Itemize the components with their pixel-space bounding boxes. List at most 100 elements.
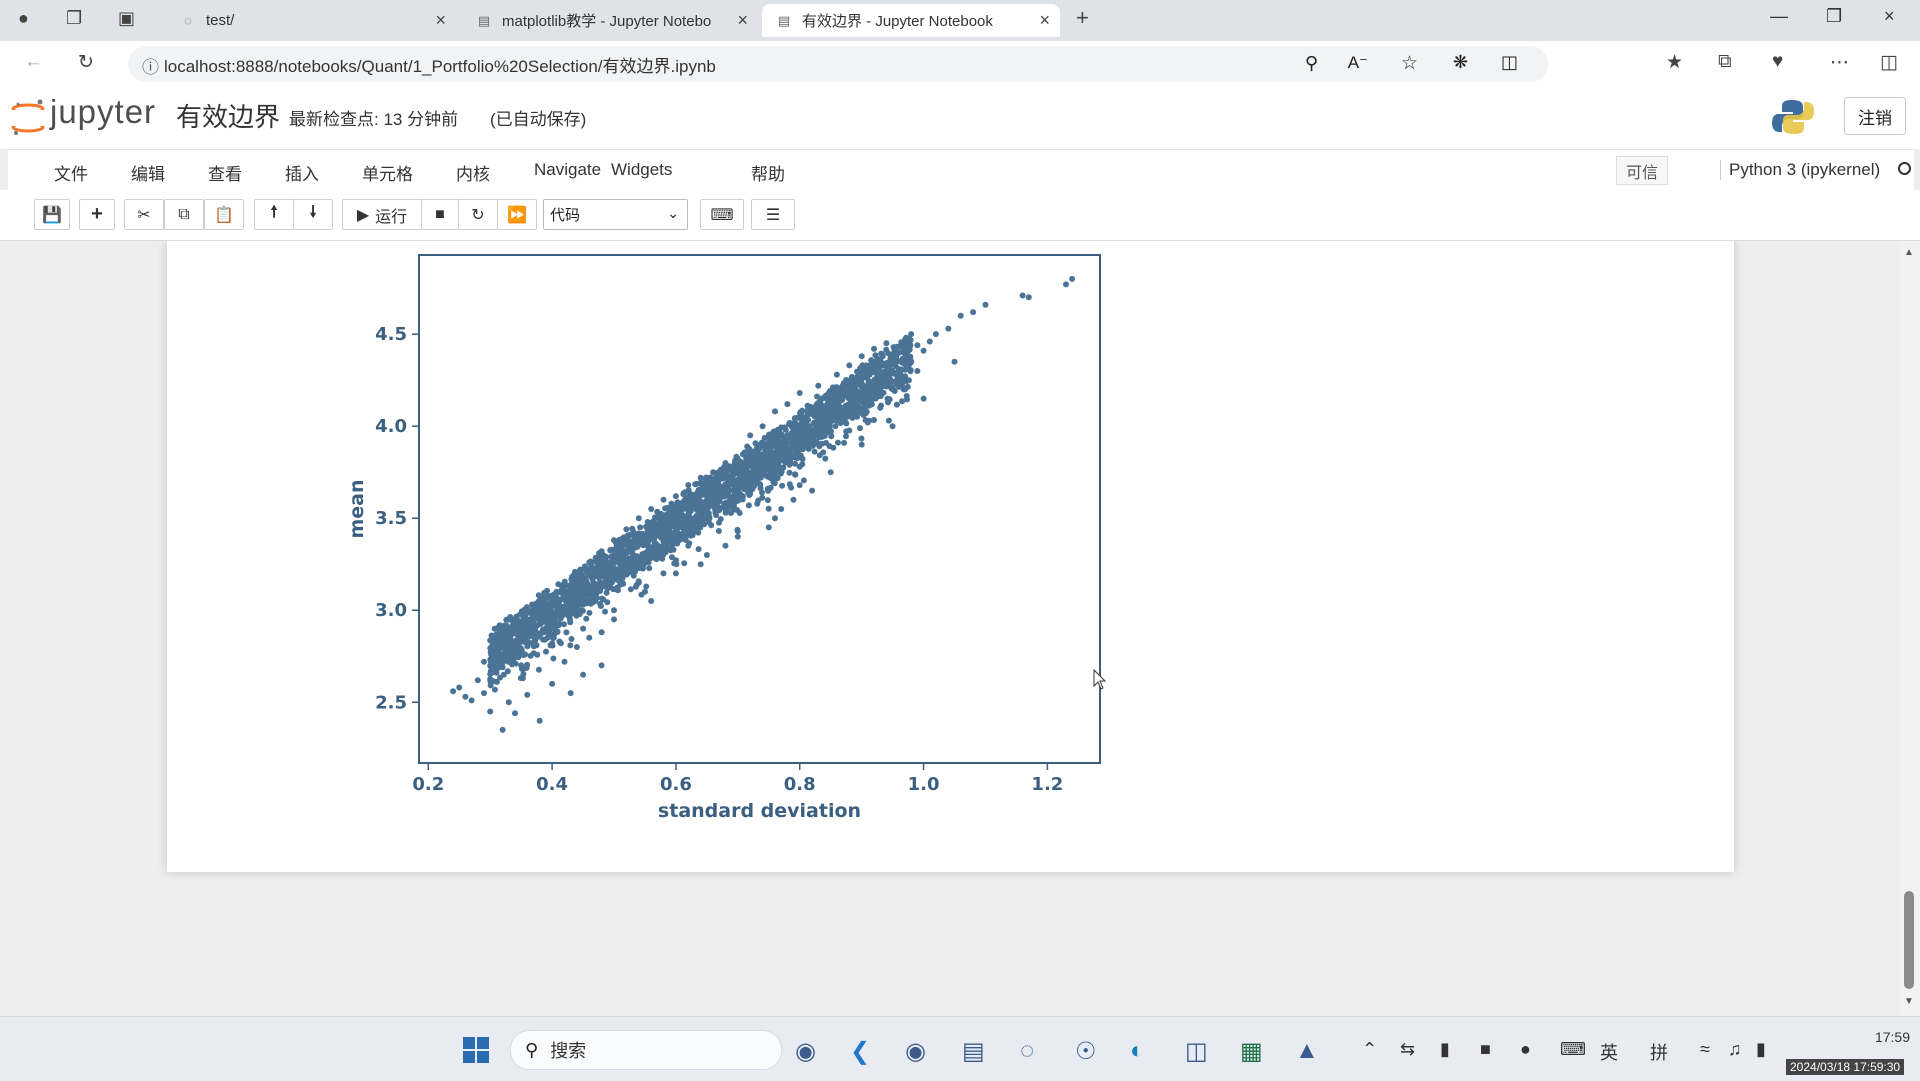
read-aloud-icon[interactable]: A⁻ (1347, 53, 1368, 72)
taskbar-search[interactable]: ⚲ 搜索 (510, 1030, 782, 1070)
sidebar-toggle-icon[interactable]: ◫ (1880, 52, 1898, 73)
tray-settings-icon[interactable]: ⇆ (1400, 1039, 1416, 1059)
save-button[interactable]: 💾 (34, 199, 70, 230)
keyboard-tray-icon[interactable]: ⌨ (1560, 1039, 1586, 1059)
workspaces-icon[interactable]: ❐ (66, 8, 83, 28)
edge-icon[interactable]: ◐ (1130, 1037, 1145, 1064)
new-tab-icon[interactable]: + (1076, 5, 1089, 30)
output-cell[interactable]: 0.2 0.4 0.6 0.8 1.0 1.2 2.5 3.0 3.5 4.0 4.5 stand… (167, 241, 1734, 872)
copy-button[interactable]: ⧉ (164, 199, 204, 230)
notebook-scrollbar[interactable]: ▲ ▼ (1900, 241, 1920, 1016)
minimize-icon[interactable]: — (1770, 6, 1788, 26)
battery-icon[interactable]: ▮ (1756, 1039, 1766, 1059)
chrome-icon[interactable]: ☉ (1075, 1038, 1097, 1065)
notebook-area[interactable]: 0.2 0.4 0.6 0.8 1.0 1.2 2.5 3.0 3.5 4.0 4.5 stand… (0, 241, 1900, 1016)
scatter-point (497, 674, 504, 681)
menu-widgets[interactable]: Widgets (611, 160, 673, 179)
extensions-icon[interactable]: ❋ (1452, 52, 1468, 72)
profile-icon[interactable]: ● (18, 8, 29, 28)
scatter-point (895, 383, 902, 390)
favorites-icon[interactable]: ★ (1666, 52, 1684, 73)
file-explorer-icon[interactable]: ▤ (962, 1038, 985, 1065)
site-info-icon[interactable]: ⓘ (142, 58, 159, 77)
refresh-icon[interactable]: ↻ (78, 52, 94, 73)
insert-cell-button[interactable]: + (79, 199, 115, 230)
split-screen-icon[interactable]: ◫ (1500, 52, 1518, 72)
run-button[interactable]: ▶ 运行 (342, 199, 422, 230)
scatter-point (536, 602, 543, 609)
menu-view[interactable]: 查看 (208, 165, 242, 184)
close-icon[interactable]: × (1039, 10, 1050, 30)
paste-button[interactable]: 📋 (204, 199, 244, 230)
favorite-star-icon[interactable]: ☆ (1400, 53, 1418, 74)
scatter-point (598, 662, 605, 669)
tray-app2-icon[interactable]: ■ (1480, 1039, 1491, 1059)
command-palette-button[interactable]: ⌨ (700, 199, 744, 230)
browser-tab-test[interactable]: ◌ test/ × (166, 4, 456, 37)
scroll-down-icon[interactable]: ▼ (1904, 996, 1914, 1007)
menu-navigate[interactable]: Navigate (534, 160, 602, 179)
toc-button[interactable]: ☰ (751, 199, 795, 230)
clock-time[interactable]: 17:59 (1874, 1029, 1910, 1045)
trusted-indicator[interactable]: 可信 (1616, 156, 1668, 185)
vscode-icon[interactable]: ❮ (850, 1038, 871, 1065)
scatter-point (578, 578, 585, 585)
scatter-point (902, 361, 909, 368)
copilot-icon[interactable]: ♥ (1772, 51, 1784, 72)
ime-language[interactable]: 英 (1600, 1043, 1618, 1063)
ime-mode[interactable]: 拼 (1650, 1043, 1668, 1063)
move-up-button[interactable]: 🠕 (254, 199, 294, 230)
close-icon[interactable]: × (435, 10, 446, 30)
scatter-point (809, 430, 816, 437)
menu-help[interactable]: 帮助 (751, 165, 785, 184)
app-icon-3[interactable]: ◌ (1020, 1037, 1035, 1064)
browser-tab-active[interactable]: ▤ 有效边界 - Jupyter Notebook × (762, 4, 1060, 37)
cut-button[interactable]: ✂ (124, 199, 164, 230)
microphone-icon[interactable]: ● (1520, 1039, 1531, 1059)
menu-cell[interactable]: 单元格 (362, 165, 413, 184)
restart-run-all-button[interactable]: ⏩ (497, 199, 537, 230)
scatter-point (686, 522, 693, 529)
scatter-point (597, 579, 604, 586)
folder-icon[interactable]: ◫ (1185, 1038, 1208, 1065)
zoom-icon[interactable]: ⚲ (1304, 53, 1318, 73)
restore-icon[interactable]: ❐ (1826, 6, 1843, 26)
collections-icon[interactable]: ⧉ (1718, 51, 1732, 72)
menu-insert[interactable]: 插入 (285, 165, 319, 184)
restart-button[interactable]: ↻ (458, 199, 498, 230)
window-close-icon[interactable]: × (1884, 6, 1895, 26)
jupyter-logo-icon[interactable] (10, 97, 46, 137)
cell-type-select[interactable]: 代码 ⌄ (543, 199, 688, 230)
menu-kernel[interactable]: 内核 (456, 165, 490, 184)
tray-app-icon[interactable]: ▮ (1440, 1039, 1450, 1059)
jupyter-wordmark[interactable]: jupyter (50, 93, 157, 130)
photos-icon[interactable]: ▲ (1295, 1037, 1319, 1064)
notebook-name[interactable]: 有效边界 (176, 102, 281, 132)
interrupt-button[interactable]: ■ (421, 199, 459, 230)
volume-icon[interactable]: ♫ (1728, 1039, 1742, 1059)
more-icon[interactable]: ⋯ (1830, 52, 1849, 73)
tray-chevron-icon[interactable]: ⌃ (1362, 1039, 1378, 1059)
scatter-point (625, 546, 632, 553)
app-icon-1[interactable]: ◉ (795, 1038, 816, 1065)
y-tick-label: 4.5 (375, 324, 407, 345)
excel-icon[interactable]: ▦ (1240, 1038, 1263, 1065)
scatter-point (863, 362, 870, 369)
move-down-button[interactable]: 🠗 (293, 199, 333, 230)
scroll-up-icon[interactable]: ▲ (1904, 247, 1914, 258)
menu-edit[interactable]: 编辑 (131, 165, 165, 184)
close-icon[interactable]: × (737, 10, 748, 30)
tab-actions-icon[interactable]: ▣ (118, 8, 136, 28)
scatter-point (580, 671, 587, 678)
logout-button[interactable]: 注销 (1844, 97, 1906, 135)
menu-file[interactable]: 文件 (54, 165, 88, 184)
url-field[interactable]: ⓘ localhost:8888/notebooks/Quant/1_Portf… (128, 46, 1548, 82)
scatter-point (824, 421, 831, 427)
kernel-name[interactable]: Python 3 (ipykernel) (1720, 160, 1880, 180)
start-windows-icon[interactable] (462, 1036, 490, 1064)
wifi-icon[interactable]: ≈ (1700, 1039, 1710, 1059)
browser-tab-matplotlib[interactable]: ▤ matplotlib教学 - Jupyter Notebo × (462, 4, 758, 37)
back-icon[interactable]: ← (24, 51, 43, 72)
scrollbar-thumb[interactable] (1904, 891, 1914, 989)
app-icon-2[interactable]: ◉ (905, 1038, 926, 1065)
